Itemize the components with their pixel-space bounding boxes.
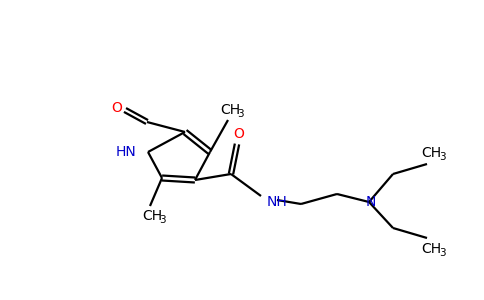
Text: O: O bbox=[234, 127, 244, 141]
Text: HN: HN bbox=[115, 145, 136, 159]
Text: CH: CH bbox=[421, 242, 441, 256]
Text: O: O bbox=[112, 101, 122, 115]
Text: N: N bbox=[366, 195, 376, 209]
Text: 3: 3 bbox=[439, 152, 445, 162]
Text: 3: 3 bbox=[439, 248, 445, 258]
Text: CH: CH bbox=[421, 146, 441, 160]
Text: 3: 3 bbox=[159, 215, 166, 225]
Text: CH: CH bbox=[220, 103, 240, 117]
Text: 3: 3 bbox=[237, 109, 243, 119]
Text: NH: NH bbox=[267, 195, 288, 209]
Text: CH: CH bbox=[142, 209, 162, 223]
